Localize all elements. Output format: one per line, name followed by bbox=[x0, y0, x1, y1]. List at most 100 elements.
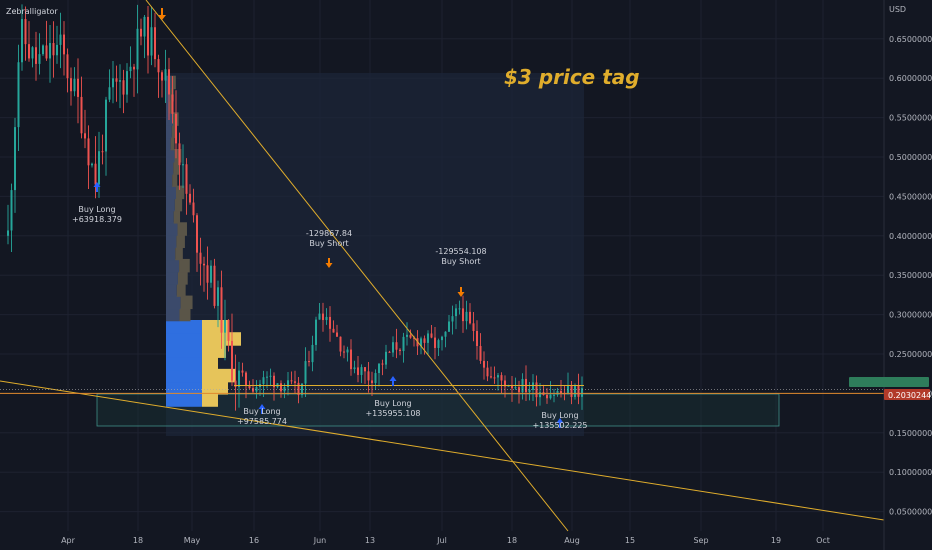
price-axis[interactable] bbox=[884, 0, 932, 550]
candle-body bbox=[14, 127, 16, 191]
signal-type: Buy Long bbox=[243, 407, 280, 416]
volume-profile-bar-sell bbox=[202, 344, 226, 358]
candle-body bbox=[332, 328, 335, 333]
candle-body bbox=[308, 361, 310, 363]
candle-body bbox=[374, 373, 377, 384]
candle-body bbox=[437, 340, 440, 348]
volume-profile-bar-buy bbox=[166, 197, 175, 212]
candle-body bbox=[10, 190, 13, 231]
candle-body bbox=[479, 346, 482, 361]
candle-body bbox=[185, 164, 188, 194]
volume-profile-bar-buy bbox=[166, 149, 175, 163]
candle-body bbox=[532, 382, 534, 390]
signal-value: -129867.84 bbox=[306, 229, 352, 238]
candle-body bbox=[147, 16, 149, 56]
candle-body bbox=[238, 370, 240, 387]
candle-body bbox=[245, 372, 247, 386]
x-tick-label: 18 bbox=[133, 536, 143, 545]
volume-profile-bar-sell bbox=[179, 258, 190, 273]
volume-profile-bar-buy bbox=[166, 307, 180, 322]
candle-body bbox=[311, 344, 314, 363]
volume-profile-bar-sell bbox=[179, 307, 191, 322]
candle-body bbox=[409, 334, 412, 338]
candle-body bbox=[465, 311, 468, 322]
last-price-label: 0.20302443 bbox=[888, 391, 932, 400]
currency-label: USD bbox=[889, 5, 906, 14]
volume-profile-bar-sell bbox=[177, 271, 188, 285]
volume-profile-bar-sell bbox=[176, 283, 186, 297]
volume-profile-bar-buy bbox=[166, 161, 174, 175]
candle-body bbox=[297, 382, 300, 396]
long-trendline bbox=[0, 380, 885, 521]
candle-body bbox=[70, 78, 72, 92]
candle-body bbox=[448, 321, 450, 332]
candle-body bbox=[220, 287, 223, 333]
x-tick-label: Sep bbox=[693, 536, 708, 545]
volume-profile-bar-buy bbox=[166, 271, 178, 285]
candle-body bbox=[112, 78, 114, 88]
x-tick-label: 16 bbox=[249, 536, 259, 545]
volume-profile-bar-sell bbox=[172, 173, 178, 187]
candle-body bbox=[143, 16, 146, 37]
candle-body bbox=[381, 363, 384, 365]
candle-body bbox=[98, 151, 100, 185]
volume-profile-bar-sell bbox=[202, 393, 218, 407]
volume-profile-bar-buy bbox=[166, 319, 202, 334]
candle-body bbox=[189, 193, 191, 203]
candle-body bbox=[507, 385, 510, 387]
volume-profile-bar-buy bbox=[166, 173, 173, 187]
volume-profile-bar-sell bbox=[175, 246, 183, 261]
candle-body bbox=[504, 380, 506, 387]
candle-body bbox=[315, 319, 317, 345]
volume-profile-bar-sell bbox=[180, 295, 193, 310]
candle-body bbox=[444, 331, 447, 337]
candle-body bbox=[175, 113, 177, 144]
candle-body bbox=[357, 367, 359, 375]
volume-profile-bar-sell bbox=[170, 136, 175, 151]
candle-body bbox=[224, 319, 226, 333]
candle-body bbox=[136, 28, 139, 70]
signal-type: Buy Short bbox=[309, 239, 348, 248]
candle-body bbox=[378, 363, 380, 374]
candle-body bbox=[168, 69, 170, 95]
candle-body bbox=[252, 388, 254, 392]
falling-trendline bbox=[145, 0, 569, 532]
candle-body bbox=[157, 59, 160, 73]
candle-body bbox=[199, 252, 202, 264]
candle-body bbox=[434, 337, 436, 348]
candle-body bbox=[234, 380, 237, 387]
candle-body bbox=[38, 54, 41, 64]
candle-body bbox=[497, 375, 499, 378]
candle-body bbox=[458, 308, 461, 310]
candle-body bbox=[511, 385, 513, 389]
x-tick-label: 19 bbox=[771, 536, 781, 545]
volume-profile-bar-buy bbox=[166, 222, 178, 236]
signal-value: +135955.108 bbox=[365, 409, 420, 418]
candle-body bbox=[343, 351, 345, 353]
volume-profile-bar-buy bbox=[166, 332, 202, 346]
volume-profile-bar-buy bbox=[166, 393, 202, 407]
indicator-price-tag bbox=[849, 377, 929, 387]
volume-profile-bar-sell bbox=[174, 149, 182, 163]
candle-body bbox=[21, 19, 23, 63]
candle-body bbox=[248, 385, 251, 389]
candle-body bbox=[108, 87, 111, 100]
candle-body bbox=[178, 143, 181, 166]
candle-body bbox=[80, 96, 83, 134]
candle-body bbox=[304, 361, 307, 384]
candle-body bbox=[56, 44, 58, 56]
candle-body bbox=[213, 265, 216, 306]
candle-body bbox=[269, 375, 272, 377]
candle-body bbox=[427, 333, 429, 343]
candle-body bbox=[406, 334, 408, 337]
candle-body bbox=[105, 99, 107, 152]
candle-body bbox=[430, 333, 433, 338]
candle-body bbox=[399, 349, 401, 351]
x-tick-label: 15 bbox=[625, 536, 635, 545]
candle-body bbox=[402, 336, 405, 351]
candle-body bbox=[164, 69, 167, 81]
candle-body bbox=[140, 28, 142, 37]
